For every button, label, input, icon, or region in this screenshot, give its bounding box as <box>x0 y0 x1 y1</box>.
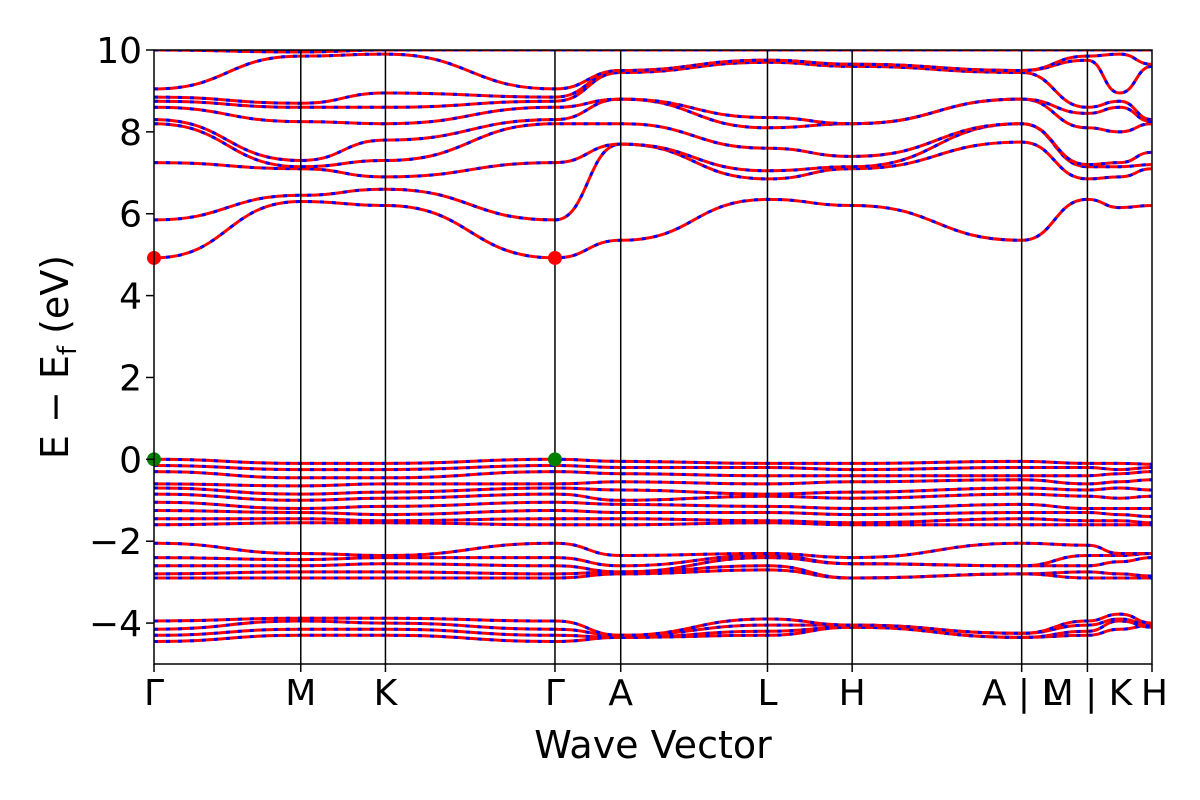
band-line-24 <box>154 97 1152 163</box>
y-axis-title-main: E − E <box>33 355 77 459</box>
y-tick-label: 0 <box>119 440 142 481</box>
band-line-16 <box>154 478 1152 488</box>
band-line-29 <box>154 50 1152 54</box>
y-axis-title: E − Ef (eV) <box>33 255 83 459</box>
y-tick-label: 8 <box>119 113 142 154</box>
band-line-1 <box>154 623 1152 644</box>
y-axis-ticks: −4 −2 0 2 4 6 8 10 <box>89 31 154 645</box>
band-line-19 <box>154 457 1152 466</box>
band-line-2 <box>154 619 1152 639</box>
y-tick-label: 10 <box>96 31 142 72</box>
x-tick-label: M | K <box>1043 673 1134 714</box>
band-line-14 <box>154 492 1152 502</box>
band-line-dashed-22 <box>154 122 1152 179</box>
plot-frame <box>153 49 1153 665</box>
band-line-22 <box>154 122 1152 179</box>
y-tick-label: 4 <box>119 277 142 318</box>
x-tick-label: H <box>839 673 866 714</box>
band-line-11 <box>154 517 1152 525</box>
x-tick-label: L <box>757 673 777 714</box>
band-line-20 <box>154 197 1152 260</box>
kpoint-divider-lines <box>300 50 1089 664</box>
band-line-dashed-25 <box>154 97 1152 126</box>
x-tick-label: A | L <box>982 673 1062 714</box>
x-tick-label: K <box>374 673 399 714</box>
band-line-3 <box>154 617 1152 637</box>
x-tick-label: A <box>608 673 633 714</box>
band-line-8 <box>154 552 1152 568</box>
x-tick-label: M <box>285 673 316 714</box>
band-line-dashed-21 <box>154 140 1152 222</box>
band-line-dashed-20 <box>154 197 1152 260</box>
band-line-10 <box>154 521 1152 527</box>
x-tick-label: Γ <box>545 673 565 714</box>
band-line-12 <box>154 508 1152 519</box>
band-line-dashed-28 <box>154 52 1152 91</box>
band-line-dashed-4 <box>154 612 1152 637</box>
band-lines <box>154 50 1152 644</box>
band-line-23 <box>154 122 1152 169</box>
band-line-27 <box>154 58 1152 105</box>
band-line-21 <box>154 140 1152 222</box>
y-axis-title-unit: (eV) <box>33 255 77 346</box>
x-axis-title: Wave Vector <box>534 723 772 767</box>
band-line-dashed-9 <box>154 541 1152 560</box>
y-tick-label: −4 <box>89 604 142 645</box>
y-axis-title-subscript: f <box>53 345 83 355</box>
band-line-6 <box>154 564 1152 580</box>
band-line-18 <box>154 463 1152 472</box>
x-tick-label: Γ <box>144 673 164 714</box>
x-tick-label: H <box>1141 673 1168 714</box>
band-line-dashed-27 <box>154 58 1152 105</box>
band-line-15 <box>154 486 1152 496</box>
band-line-13 <box>154 500 1152 511</box>
band-line-7 <box>154 556 1152 574</box>
y-tick-label: 6 <box>119 195 142 236</box>
band-extrema-markers <box>147 250 562 467</box>
y-tick-label: −2 <box>89 522 142 563</box>
y-tick-label: 2 <box>119 358 142 399</box>
band-line-17 <box>154 470 1152 480</box>
vbm-marker-4 <box>547 452 562 467</box>
band-line-5 <box>154 568 1152 580</box>
cbm-marker-2 <box>547 250 562 265</box>
band-line-dashed-26 <box>154 60 1152 122</box>
band-line-9 <box>154 541 1152 560</box>
